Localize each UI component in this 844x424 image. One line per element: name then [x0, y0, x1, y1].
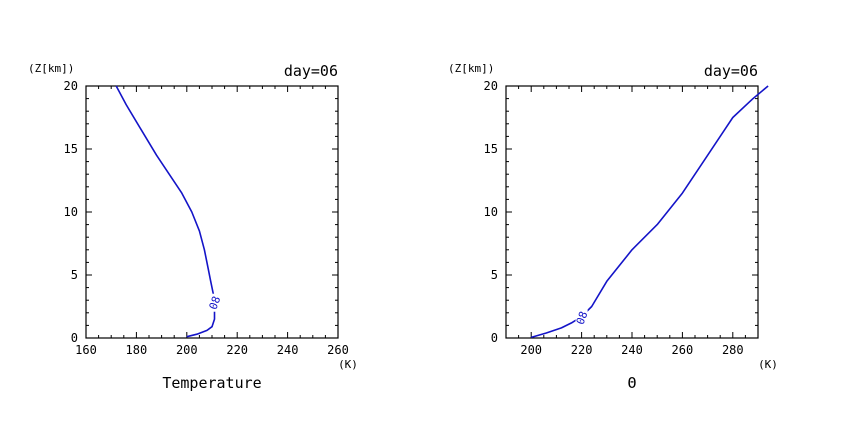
x-tick-label: 180	[126, 343, 148, 357]
y-tick-label: 20	[64, 79, 78, 93]
y-tick-label: 0	[71, 331, 78, 345]
y-tick-label: 0	[491, 331, 498, 345]
y-axis-label: (Z[km])	[28, 62, 74, 75]
panel-temperature: 160 180 200 220 240 260 0 5 10 15 20 (Z[km]) day=06 (…	[28, 62, 358, 392]
x-tick-label: 220	[226, 343, 248, 357]
x-tick-label: 280	[722, 343, 744, 357]
contour-label: 08	[207, 294, 224, 311]
panel-theta: 200 220 240 260 280 0 5 10 15 20 (Z[km]) day=06 (K) Θ…	[448, 62, 778, 392]
series-line	[115, 85, 216, 338]
x-tick-label: 260	[672, 343, 694, 357]
y-tick-label: 5	[71, 268, 78, 282]
y-tick-label: 15	[64, 142, 78, 156]
x-tick-label: 200	[520, 343, 542, 357]
x-axis-label: Temperature	[162, 374, 261, 392]
x-tick-label: 240	[277, 343, 299, 357]
y-tick-label: 10	[484, 205, 498, 219]
x-tick-label: 240	[621, 343, 643, 357]
x-tick-label: 160	[75, 343, 97, 357]
chart-title: day=06	[704, 62, 758, 80]
x-unit-label: (K)	[758, 358, 778, 371]
x-tick-label: 200	[176, 343, 198, 357]
y-tick-label: 10	[64, 205, 78, 219]
chart-title: day=06	[284, 62, 338, 80]
y-tick-label: 20	[484, 79, 498, 93]
y-tick-label: 5	[491, 268, 498, 282]
plot-frame	[505, 85, 759, 339]
contour-label-bg	[208, 293, 221, 312]
x-axis-label: Θ	[627, 374, 636, 392]
x-tick-label: 260	[327, 343, 349, 357]
series-line	[530, 85, 769, 339]
x-tick-label: 220	[571, 343, 593, 357]
contour-label: 08	[574, 310, 591, 327]
y-axis-label: (Z[km])	[448, 62, 494, 75]
contour-label-bg	[575, 308, 588, 327]
y-tick-label: 15	[484, 142, 498, 156]
x-unit-label: (K)	[338, 358, 358, 371]
